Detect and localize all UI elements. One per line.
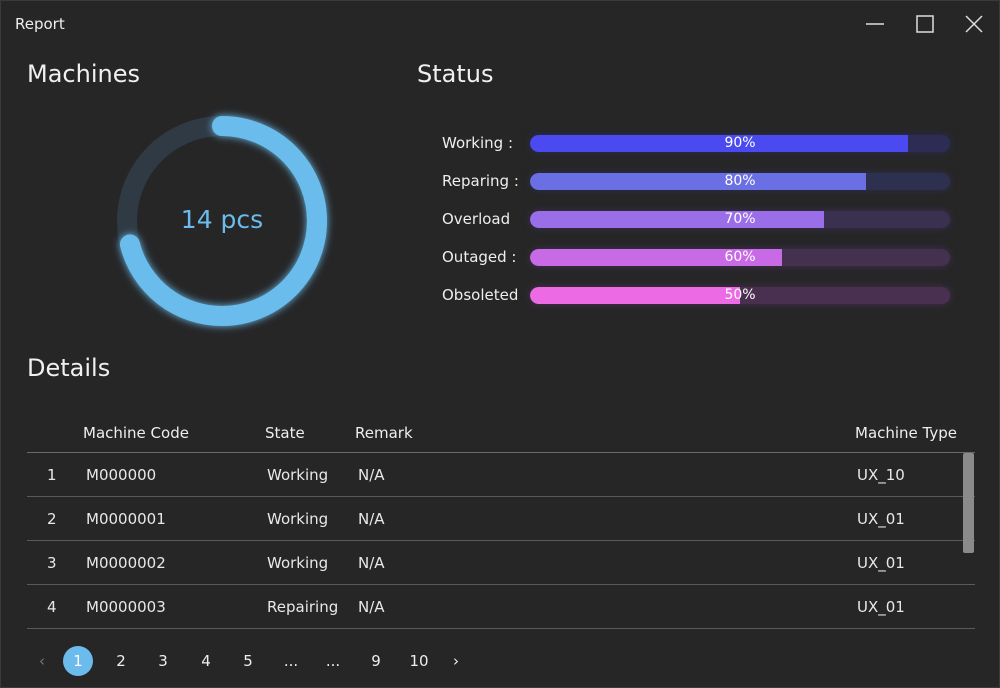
status-progress-bar: 50%	[530, 286, 950, 304]
status-heading: Status	[417, 60, 494, 88]
machine-type-cell: UX_10	[857, 466, 905, 484]
machine-code-cell: M0000002	[86, 554, 166, 572]
status-row: Outaged : 60%	[442, 248, 950, 266]
status-percent: 70%	[724, 210, 756, 227]
row-index: 1	[47, 466, 57, 484]
page-button[interactable]: 9	[371, 652, 381, 670]
status-percent: 50%	[724, 286, 756, 303]
prev-page-button[interactable]: ‹	[39, 652, 45, 670]
status-label: Reparing :	[442, 172, 519, 190]
maximize-icon	[916, 15, 934, 33]
state-cell: Working	[267, 554, 329, 572]
row-index: 3	[47, 554, 57, 572]
page-button[interactable]: 5	[243, 652, 253, 670]
column-header-machine-type[interactable]: Machine Type	[855, 424, 958, 442]
page-button[interactable]: 10	[409, 652, 429, 670]
table-row[interactable]: 1 M000000 Working N/A UX_10	[27, 453, 975, 497]
status-row: Working : 90%	[442, 134, 950, 152]
page-button[interactable]: ...	[325, 652, 341, 670]
column-header-remark[interactable]: Remark	[355, 424, 413, 442]
remark-cell: N/A	[358, 466, 385, 484]
machine-code-cell: M000000	[86, 466, 157, 484]
status-progress-fill	[530, 248, 782, 266]
machines-heading: Machines	[27, 60, 140, 88]
page-button[interactable]: 4	[201, 652, 211, 670]
status-percent: 60%	[724, 248, 756, 265]
page-button[interactable]: 3	[158, 652, 168, 670]
status-progress-fill	[530, 210, 824, 228]
table-row[interactable]: 4 M0000003 Repairing N/A UX_01	[27, 585, 975, 629]
window-title: Report	[15, 15, 65, 33]
status-label: Outaged :	[442, 248, 517, 266]
status-row: Reparing : 80%	[442, 172, 950, 190]
machine-type-cell: UX_01	[857, 554, 905, 572]
status-label: Overload	[442, 210, 511, 228]
close-button[interactable]	[957, 9, 991, 39]
header-divider	[27, 452, 975, 453]
maximize-button[interactable]	[908, 9, 942, 39]
status-row: Overload 70%	[442, 210, 950, 228]
ring-progress	[117, 116, 327, 326]
state-cell: Working	[267, 510, 329, 528]
table-row[interactable]: 2 M0000001 Working N/A UX_01	[27, 497, 975, 541]
remark-cell: N/A	[358, 554, 385, 572]
status-progress-bar: 90%	[530, 134, 950, 152]
table-row[interactable]: 3 M0000002 Working N/A UX_01	[27, 541, 975, 585]
row-index: 2	[47, 510, 57, 528]
details-heading: Details	[27, 354, 111, 382]
machine-code-cell: M0000001	[86, 510, 166, 528]
remark-cell: N/A	[358, 510, 385, 528]
row-index: 4	[47, 598, 57, 616]
minimize-button[interactable]	[858, 9, 892, 39]
status-percent: 80%	[724, 172, 756, 189]
status-label: Obsoleted	[442, 286, 519, 304]
status-percent: 90%	[724, 134, 756, 151]
column-header-state[interactable]: State	[265, 424, 305, 442]
table-scrollbar[interactable]	[963, 453, 974, 553]
page-button[interactable]: 1	[63, 646, 93, 676]
machine-type-cell: UX_01	[857, 598, 905, 616]
machines-count: 14 pcs	[180, 205, 264, 234]
column-header-machine-code[interactable]: Machine Code	[83, 424, 189, 442]
minimize-icon	[866, 23, 884, 25]
machine-code-cell: M0000003	[86, 598, 166, 616]
status-progress-fill	[530, 172, 866, 190]
machines-ring-chart	[117, 116, 327, 326]
status-row: Obsoleted 50%	[442, 286, 950, 304]
status-progress-fill	[530, 134, 908, 152]
status-label: Working :	[442, 134, 514, 152]
status-progress-bar: 70%	[530, 210, 950, 228]
machine-type-cell: UX_01	[857, 510, 905, 528]
page-button[interactable]: ...	[283, 652, 299, 670]
close-icon	[965, 15, 983, 33]
next-page-button[interactable]: ›	[453, 652, 459, 670]
remark-cell: N/A	[358, 598, 385, 616]
state-cell: Working	[267, 466, 329, 484]
status-progress-bar: 80%	[530, 172, 950, 190]
status-progress-fill	[530, 286, 740, 304]
state-cell: Repairing	[267, 598, 339, 616]
status-progress-bar: 60%	[530, 248, 950, 266]
page-button[interactable]: 2	[116, 652, 126, 670]
